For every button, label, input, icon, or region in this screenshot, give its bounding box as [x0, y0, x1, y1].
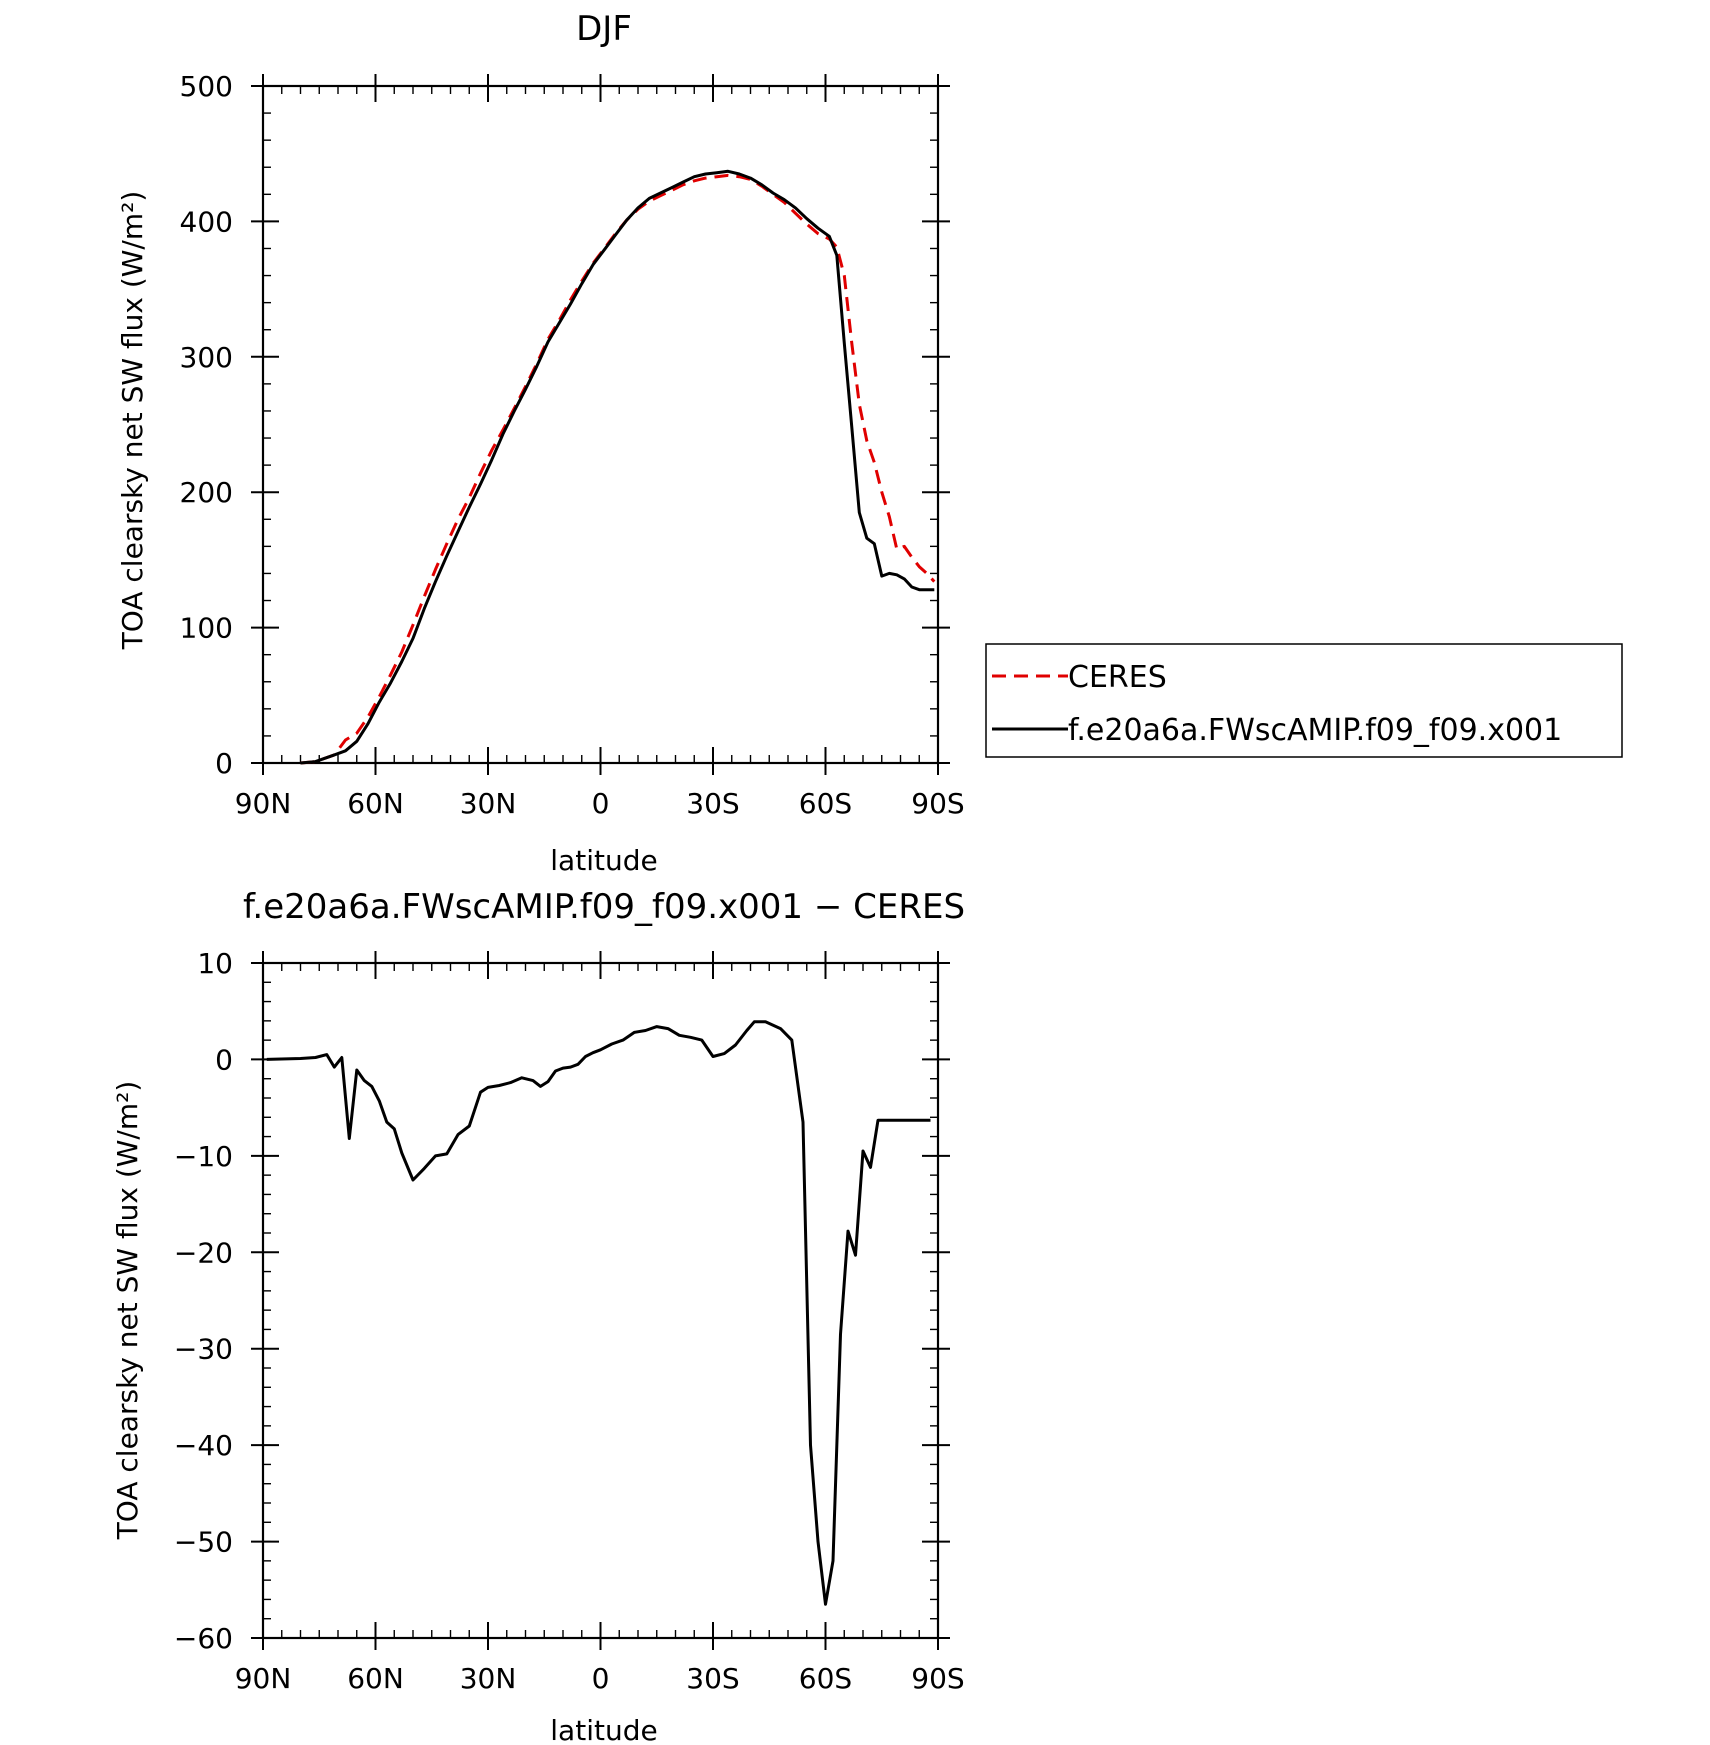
y-tick-label: 200: [180, 476, 233, 509]
x-tick-label: 90N: [235, 1662, 292, 1695]
bottom-panel-ylabel: TOA clearsky net SW flux (W/m²): [111, 1081, 144, 1541]
bottom-panel-title: f.e20a6a.FWscAMIP.f09_f09.x001 − CERES: [243, 887, 965, 927]
y-tick-label: −60: [174, 1622, 233, 1655]
legend-ceres-label: CERES: [1068, 660, 1167, 695]
x-tick-label: 90N: [235, 787, 292, 820]
top-panel-xlabel: latitude: [550, 844, 657, 877]
x-tick-label: 30N: [460, 787, 517, 820]
x-tick-label: 60N: [347, 1662, 404, 1695]
plot-frame: [261, 84, 940, 765]
y-tick-label: 0: [215, 747, 233, 780]
x-tick-label: 0: [592, 787, 610, 820]
plot-frame: [261, 961, 940, 1640]
top-panel-plot-area: 90N 60N 30N 0 30S 60S 90S 0 100 200 300 400 500: [180, 70, 965, 820]
y-tick-label: −40: [174, 1429, 233, 1462]
x-tick-label: 0: [592, 1662, 610, 1695]
x-tick-label: 60S: [799, 1662, 852, 1695]
y-tick-label: 400: [180, 205, 233, 238]
top-panel-ylabel: TOA clearsky net SW flux (W/m²): [116, 191, 149, 651]
legend-box: [985, 643, 1623, 758]
x-tick-label: 30N: [460, 1662, 517, 1695]
y-tick-label: −10: [174, 1140, 233, 1173]
f-e20a6a-fwscamip-f09-f09-x001-series-line: [300, 169, 935, 765]
x-tick-label: 30S: [686, 787, 739, 820]
x-tick-label: 60N: [347, 787, 404, 820]
bottom-panel-xlabel: latitude: [550, 1714, 657, 1745]
x-tick-label: 60S: [799, 787, 852, 820]
legend-model-label: f.e20a6a.FWscAMIP.f09_f09.x001: [1068, 713, 1562, 748]
x-tick-label: 90S: [911, 787, 964, 820]
y-tick-label: 0: [215, 1043, 233, 1076]
bottom-panel: f.e20a6a.FWscAMIP.f09_f09.x001 − CERES T…: [111, 887, 965, 1745]
top-panel-legend: CERES f.e20a6a.FWscAMIP.f09_f09.x001: [985, 643, 1623, 758]
y-tick-label: −20: [174, 1236, 233, 1269]
top-panel: DJF TOA clearsky net SW flux (W/m²) lati…: [116, 9, 1623, 877]
difference-series-line: [266, 1020, 931, 1606]
y-tick-label: 10: [197, 947, 233, 980]
y-tick-label: −50: [174, 1526, 233, 1559]
bottom-panel-plot-area: 90N 60N 30N 0 30S 60S 90S −60 −50 −40 −30 −20 −10 0 10: [174, 947, 965, 1695]
y-tick-label: −30: [174, 1333, 233, 1366]
x-tick-label: 90S: [911, 1662, 964, 1695]
y-tick-label: 500: [180, 70, 233, 103]
y-tick-label: 300: [180, 341, 233, 374]
top-panel-title: DJF: [576, 9, 632, 49]
y-tick-label: 100: [180, 612, 233, 645]
x-tick-label: 30S: [686, 1662, 739, 1695]
